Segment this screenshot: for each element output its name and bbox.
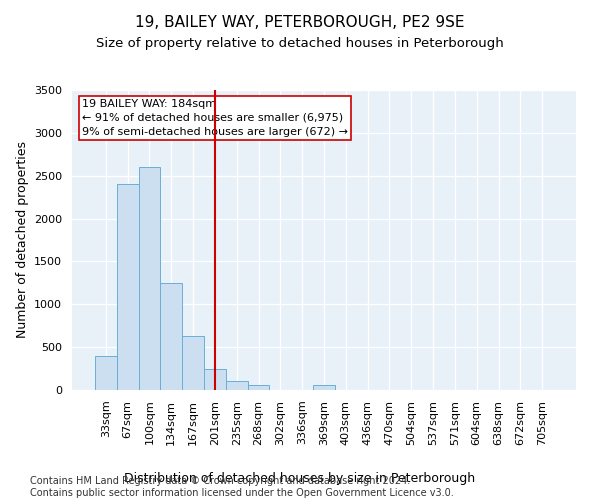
Text: Distribution of detached houses by size in Peterborough: Distribution of detached houses by size …	[124, 472, 476, 485]
Y-axis label: Number of detached properties: Number of detached properties	[16, 142, 29, 338]
Bar	[95, 356, 117, 390]
Text: 19, BAILEY WAY, PETERBOROUGH, PE2 9SE: 19, BAILEY WAY, PETERBOROUGH, PE2 9SE	[135, 15, 465, 30]
Bar	[139, 167, 160, 390]
Bar	[313, 385, 335, 390]
Bar	[117, 184, 139, 390]
Text: 19 BAILEY WAY: 184sqm
← 91% of detached houses are smaller (6,975)
9% of semi-de: 19 BAILEY WAY: 184sqm ← 91% of detached …	[82, 99, 348, 137]
Bar	[248, 385, 269, 390]
Text: Size of property relative to detached houses in Peterborough: Size of property relative to detached ho…	[96, 38, 504, 51]
Bar	[182, 336, 204, 390]
Text: Contains HM Land Registry data © Crown copyright and database right 2024.
Contai: Contains HM Land Registry data © Crown c…	[30, 476, 454, 498]
Bar	[204, 370, 226, 390]
Bar	[160, 283, 182, 390]
Bar	[226, 380, 248, 390]
